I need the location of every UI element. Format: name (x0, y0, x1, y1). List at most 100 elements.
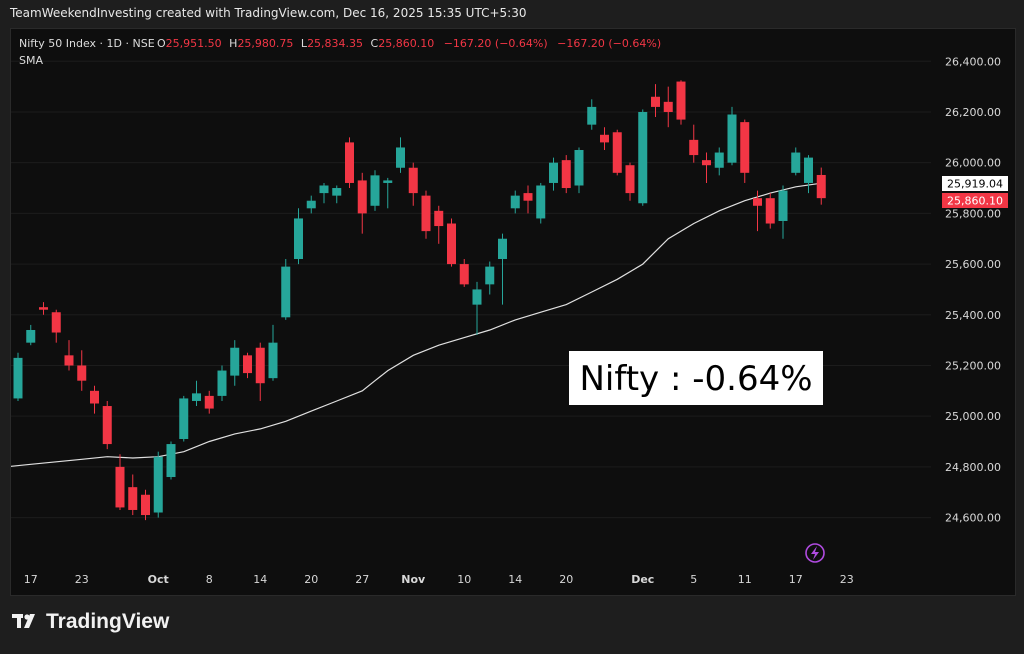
candle[interactable] (243, 352, 252, 379)
x-tick-label: Oct (148, 573, 169, 586)
legend-c-value: 25,860.10 (378, 37, 434, 50)
candle[interactable] (370, 170, 380, 211)
candle-body (204, 395, 214, 409)
candle-body (166, 444, 176, 478)
candle[interactable] (217, 365, 227, 401)
candle[interactable] (600, 127, 609, 151)
chart-credit-line: TeamWeekendInvesting created with Tradin… (10, 6, 527, 20)
candle[interactable] (676, 80, 686, 125)
candle[interactable] (765, 193, 775, 229)
candle[interactable] (714, 147, 724, 176)
candle[interactable] (383, 177, 393, 209)
candle[interactable] (472, 281, 482, 336)
candle[interactable] (612, 129, 622, 176)
candle-body (536, 185, 546, 219)
candle[interactable] (536, 182, 546, 224)
candle[interactable] (727, 106, 737, 166)
candle[interactable] (115, 454, 125, 510)
candle[interactable] (204, 390, 214, 414)
callout-text: Nifty : -0.64% (579, 359, 812, 399)
candle-body (510, 195, 520, 209)
candle[interactable] (485, 261, 495, 295)
candle[interactable] (561, 155, 571, 194)
candle[interactable] (230, 340, 240, 386)
tradingview-brand-text: TradingView (46, 610, 170, 633)
candle-body (13, 357, 23, 399)
candle[interactable] (689, 124, 699, 163)
candle[interactable] (625, 162, 635, 201)
candle[interactable] (408, 162, 418, 206)
candle-body (600, 134, 609, 143)
candle[interactable] (102, 400, 112, 450)
candle[interactable] (663, 86, 673, 128)
x-tick-label: 27 (355, 573, 369, 586)
x-tick-label: 8 (206, 573, 213, 586)
candle[interactable] (306, 195, 316, 214)
candle[interactable] (498, 233, 507, 305)
candle[interactable] (753, 190, 762, 232)
candle[interactable] (804, 155, 813, 194)
candle[interactable] (651, 84, 660, 118)
candlestick-chart[interactable]: Nifty 50 Index · 1D · NSE O25,951.50 H25… (5, 29, 1015, 595)
candle[interactable] (587, 99, 597, 130)
candle-body (128, 487, 138, 510)
candle[interactable] (510, 190, 520, 214)
candle-body (90, 390, 99, 404)
y-tick-label: 25,800.00 (945, 207, 1001, 220)
x-tick-label: 17 (24, 573, 38, 586)
candle-body (255, 347, 265, 384)
candle[interactable] (319, 182, 329, 204)
candle[interactable] (128, 474, 138, 516)
candle[interactable] (192, 380, 201, 407)
legend-o-label: O (157, 37, 166, 50)
candle[interactable] (51, 309, 61, 343)
candle[interactable] (26, 324, 36, 346)
candle[interactable] (459, 259, 469, 287)
candle[interactable] (64, 340, 74, 371)
candle[interactable] (281, 259, 291, 320)
candle[interactable] (447, 218, 456, 267)
candle[interactable] (166, 441, 176, 480)
candle[interactable] (791, 147, 801, 176)
candle-body (816, 174, 826, 199)
candle[interactable] (255, 342, 265, 401)
sma-price-tag: 25,919.04 (942, 176, 1008, 191)
candle[interactable] (434, 205, 444, 244)
candle-body (102, 406, 112, 445)
candle[interactable] (523, 185, 533, 214)
candle[interactable] (816, 167, 826, 205)
candle[interactable] (702, 152, 711, 183)
tradingview-brand[interactable]: TradingView (12, 610, 169, 634)
x-tick-label: 17 (789, 573, 803, 586)
candle[interactable] (345, 137, 354, 189)
candle-body (472, 289, 482, 305)
candle-body (396, 147, 405, 168)
candle[interactable] (77, 350, 87, 391)
candle[interactable] (740, 119, 750, 183)
candle[interactable] (39, 302, 48, 315)
candle[interactable] (268, 324, 278, 381)
x-tick-label: Dec (631, 573, 654, 586)
candle[interactable] (778, 185, 788, 239)
candle-body (345, 142, 354, 183)
candle[interactable] (153, 451, 163, 518)
candle[interactable] (574, 147, 584, 194)
candle[interactable] (421, 190, 431, 239)
close-price-tag: 25,860.10 (942, 193, 1008, 208)
candle-body (498, 238, 507, 260)
candle[interactable] (90, 385, 99, 414)
candle[interactable] (179, 395, 189, 442)
candle[interactable] (638, 109, 648, 206)
candle[interactable] (549, 157, 558, 191)
candle[interactable] (294, 208, 303, 265)
candle-body (561, 160, 571, 189)
x-tick-label: 10 (457, 573, 471, 586)
lightning-icon[interactable] (805, 543, 825, 563)
chart-area[interactable]: Nifty 50 Index · 1D · NSE O25,951.50 H25… (5, 28, 1016, 596)
candle[interactable] (357, 172, 367, 234)
candle[interactable] (141, 489, 150, 521)
candle[interactable] (13, 352, 23, 401)
candle[interactable] (332, 185, 342, 204)
candle[interactable] (396, 137, 405, 173)
candle-body (587, 106, 597, 125)
